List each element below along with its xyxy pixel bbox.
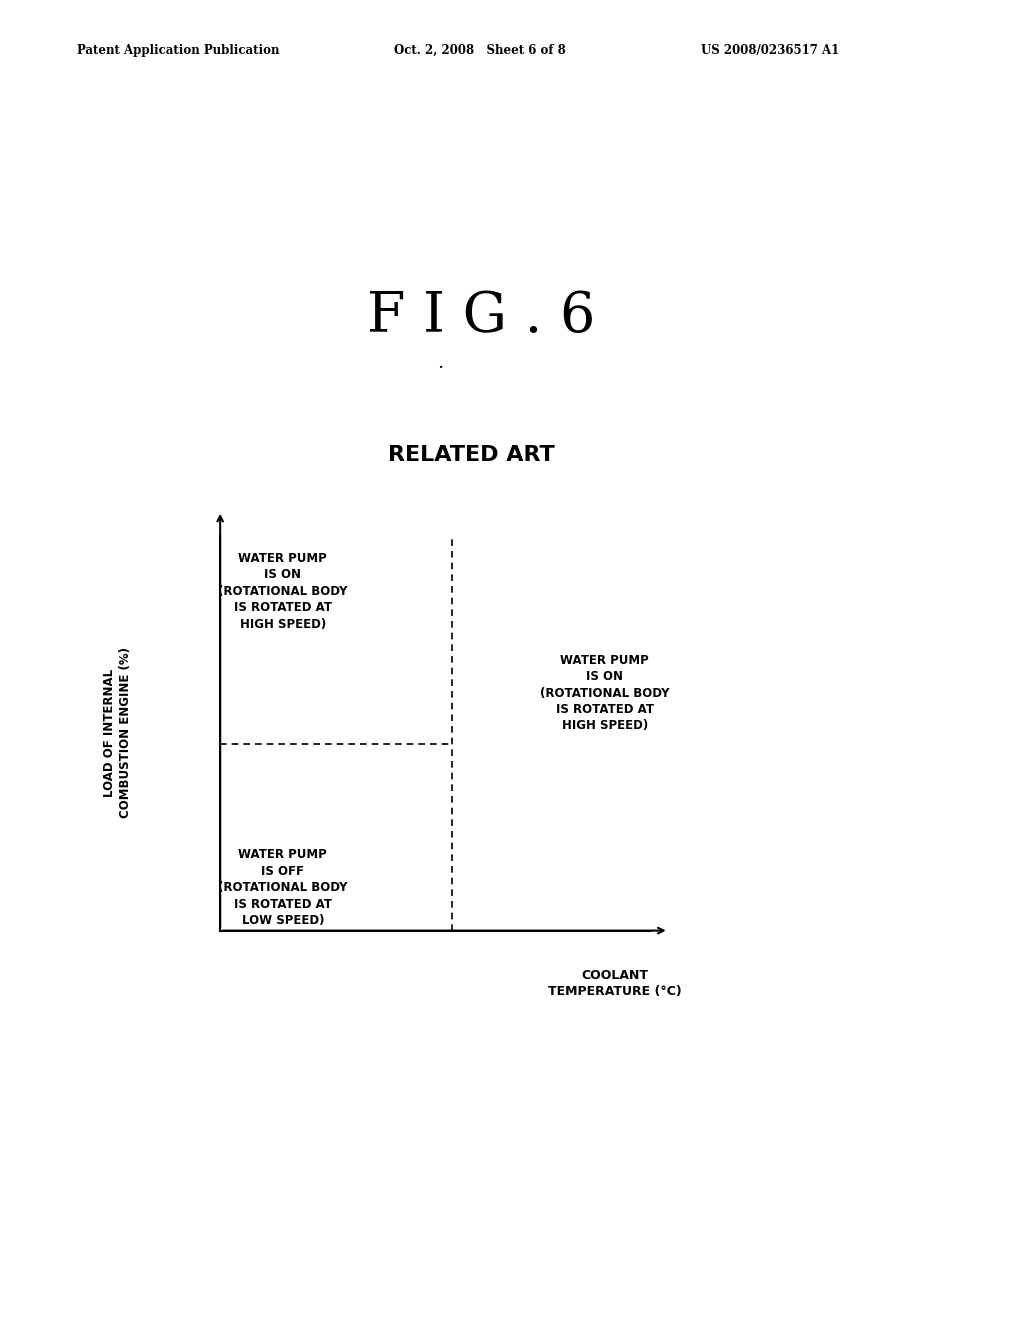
Text: RELATED ART: RELATED ART: [388, 445, 554, 466]
Text: WATER PUMP
IS OFF
(ROTATIONAL BODY
IS ROTATED AT
LOW SPEED): WATER PUMP IS OFF (ROTATIONAL BODY IS RO…: [218, 849, 347, 927]
Text: Patent Application Publication: Patent Application Publication: [77, 44, 280, 57]
Text: WATER PUMP
IS ON
(ROTATIONAL BODY
IS ROTATED AT
HIGH SPEED): WATER PUMP IS ON (ROTATIONAL BODY IS ROT…: [218, 552, 347, 631]
Text: US 2008/0236517 A1: US 2008/0236517 A1: [701, 44, 840, 57]
Text: Oct. 2, 2008   Sheet 6 of 8: Oct. 2, 2008 Sheet 6 of 8: [394, 44, 566, 57]
Text: COOLANT
TEMPERATURE (°C): COOLANT TEMPERATURE (°C): [548, 969, 681, 998]
Text: .: .: [437, 354, 443, 372]
Text: F I G . 6: F I G . 6: [367, 289, 596, 345]
Text: LOAD OF INTERNAL
COMBUSTION ENGINE (%): LOAD OF INTERNAL COMBUSTION ENGINE (%): [103, 647, 132, 818]
Text: WATER PUMP
IS ON
(ROTATIONAL BODY
IS ROTATED AT
HIGH SPEED): WATER PUMP IS ON (ROTATIONAL BODY IS ROT…: [540, 653, 670, 733]
